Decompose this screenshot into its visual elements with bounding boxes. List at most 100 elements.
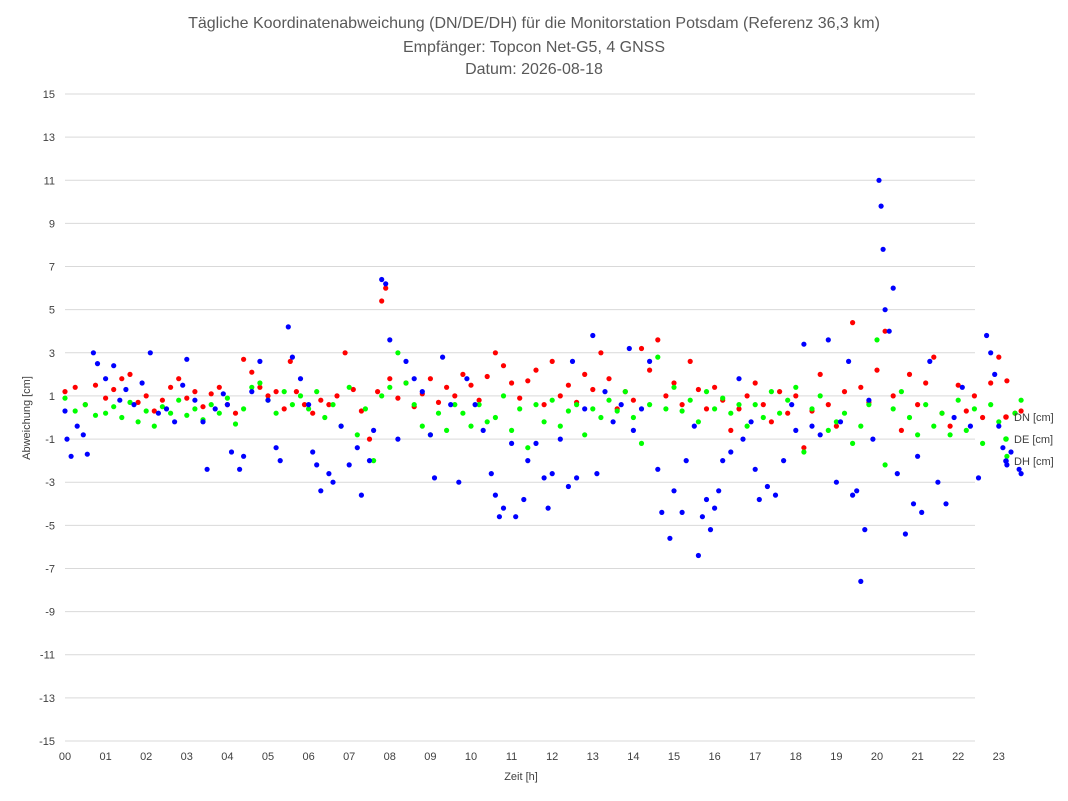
data-point xyxy=(655,337,661,343)
x-tick-label: 02 xyxy=(140,751,152,763)
data-point xyxy=(472,402,478,408)
data-point xyxy=(500,393,507,399)
data-point xyxy=(728,410,734,416)
data-point xyxy=(342,350,348,356)
x-tick-label: 16 xyxy=(708,751,720,763)
data-point xyxy=(549,358,555,364)
data-point xyxy=(350,386,356,393)
data-point xyxy=(224,395,230,401)
y-tick-label: -11 xyxy=(40,650,55,662)
data-point xyxy=(647,367,653,373)
data-point xyxy=(297,376,304,382)
data-point xyxy=(752,466,758,472)
x-axis-label: Zeit [h] xyxy=(504,771,538,783)
data-point xyxy=(858,384,864,390)
data-point xyxy=(817,393,823,399)
data-point xyxy=(996,423,1002,429)
data-point xyxy=(200,404,206,410)
data-point xyxy=(590,332,596,339)
data-point xyxy=(117,397,123,403)
data-point xyxy=(679,402,685,408)
data-point xyxy=(358,492,364,498)
data-point xyxy=(293,389,299,395)
legend-marker xyxy=(1003,458,1009,464)
data-point xyxy=(898,427,905,433)
data-point xyxy=(484,419,490,425)
data-point xyxy=(707,527,714,533)
data-point xyxy=(980,414,986,421)
data-point xyxy=(703,389,710,395)
data-point xyxy=(923,380,929,386)
data-point xyxy=(671,384,677,390)
data-point xyxy=(257,384,263,390)
data-point xyxy=(310,410,316,416)
data-point xyxy=(781,458,787,464)
data-point xyxy=(699,514,706,520)
data-point xyxy=(541,419,547,425)
data-point xyxy=(306,402,312,408)
data-point xyxy=(971,406,978,412)
data-point xyxy=(533,402,539,408)
data-point xyxy=(647,402,653,408)
data-point xyxy=(500,363,507,369)
data-point xyxy=(488,471,494,477)
data-point xyxy=(172,419,178,425)
x-tick-label: 19 xyxy=(830,751,842,763)
data-point xyxy=(1018,397,1024,403)
data-point xyxy=(395,395,401,401)
data-point xyxy=(655,466,661,472)
y-tick-label: -1 xyxy=(45,434,55,446)
data-point xyxy=(703,406,710,412)
x-tick-label: 12 xyxy=(546,751,558,763)
data-point xyxy=(62,395,68,401)
data-point xyxy=(882,462,888,468)
x-tick-label: 20 xyxy=(871,751,883,763)
data-point xyxy=(858,578,864,585)
x-tick-label: 05 xyxy=(262,751,274,763)
data-point xyxy=(159,404,165,410)
data-point xyxy=(923,402,929,408)
data-point xyxy=(533,440,539,446)
data-point xyxy=(671,380,677,386)
y-tick-label: -5 xyxy=(45,520,55,532)
data-point xyxy=(119,414,125,421)
data-point xyxy=(366,458,373,464)
data-point xyxy=(748,419,754,425)
data-point xyxy=(679,408,685,414)
data-point xyxy=(590,386,596,393)
data-point xyxy=(565,408,572,414)
chart-title-line-2: Empfänger: Topcon Net-G5, 4 GNSS xyxy=(403,39,665,56)
legend-marker xyxy=(1003,436,1009,442)
data-point xyxy=(127,371,133,377)
data-point xyxy=(346,462,352,468)
data-point xyxy=(448,402,454,408)
data-point xyxy=(249,389,255,395)
data-point xyxy=(610,419,616,425)
data-point xyxy=(346,384,352,390)
data-point xyxy=(1018,408,1024,414)
data-point xyxy=(444,427,450,433)
data-point xyxy=(785,397,791,403)
data-point xyxy=(545,505,551,511)
data-point xyxy=(403,380,409,386)
data-point xyxy=(460,410,466,416)
y-tick-label: -7 xyxy=(45,563,55,575)
data-point xyxy=(736,402,742,408)
data-point xyxy=(334,393,340,399)
data-point xyxy=(712,384,718,390)
data-point xyxy=(910,501,917,507)
x-tick-label: 06 xyxy=(302,751,314,763)
data-point xyxy=(740,436,746,442)
data-point xyxy=(606,397,612,403)
data-point xyxy=(760,414,766,421)
data-point xyxy=(764,483,771,490)
data-point xyxy=(509,427,515,433)
data-point xyxy=(184,395,190,401)
data-point xyxy=(289,402,295,408)
data-point xyxy=(127,399,133,405)
data-point xyxy=(874,337,880,343)
data-point xyxy=(695,386,702,393)
y-tick-label: 1 xyxy=(49,391,55,403)
data-point xyxy=(285,324,291,330)
data-point xyxy=(955,397,961,403)
